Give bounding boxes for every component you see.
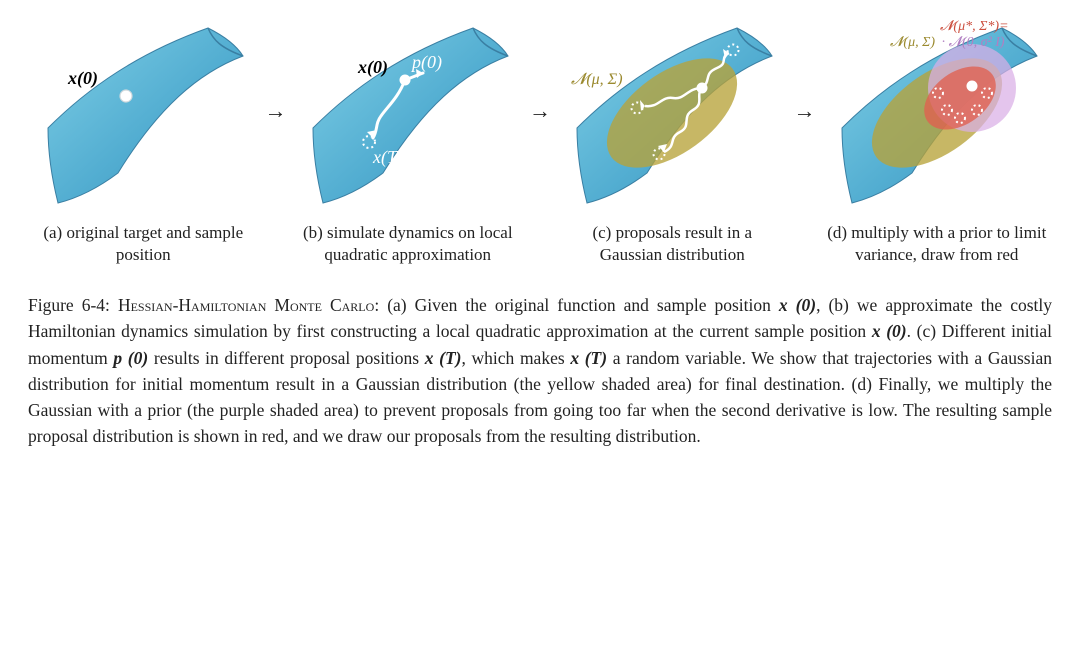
figure-caption: Figure 6-4: Hessian-Hamiltonian Monte Ca… [28, 292, 1052, 450]
label-d-top1: 𝓝(μ*, Σ*)= [940, 19, 1009, 34]
panel-a: x(0) (a) original target and sample posi… [28, 18, 259, 266]
label-gauss: 𝓝(μ, Σ) [571, 71, 623, 88]
cap-xTa: x (T) [425, 348, 462, 368]
sublabel-c: (c) proposals result in a Gaussian distr… [557, 222, 788, 266]
label-p0: p(0) [410, 52, 442, 73]
panel-a-svg: x(0) [38, 18, 248, 208]
figure-wrapper: x(0) (a) original target and sample posi… [0, 0, 1080, 450]
cap-1: : (a) Given the original function and sa… [374, 295, 779, 315]
label-xT: x(T) [372, 147, 403, 168]
cap-x0b: x (0) [872, 321, 907, 341]
arrow-1: → [259, 18, 293, 124]
cap-p0: p (0) [113, 348, 148, 368]
panel-b-svg: x(0) p(0) x(T) [303, 18, 513, 208]
label-x0: x(0) [67, 68, 98, 89]
method-name: Hessian-Hamiltonian Monte Carlo [118, 295, 374, 315]
panel-d-svg: 𝓝(μ*, Σ*)= 𝓝(μ, Σ) · 𝓝(0, σ² I) [832, 18, 1042, 208]
panel-c-svg: 𝓝(μ, Σ) [567, 18, 777, 208]
arrow-3: → [788, 18, 822, 124]
panel-d: 𝓝(μ*, Σ*)= 𝓝(μ, Σ) · 𝓝(0, σ² I) (d) mult… [822, 18, 1053, 266]
cap-4: results in different proposal positions [148, 348, 425, 368]
cap-5: , which makes [462, 348, 571, 368]
panel-b: x(0) p(0) x(T) (b) simulate dynamics on … [293, 18, 524, 266]
sublabel-b: (b) simulate dynamics on local quadratic… [293, 222, 524, 266]
panel-c: 𝓝(μ, Σ) (c) proposals result in a Gaussi… [557, 18, 788, 266]
cap-xTb: x (T) [570, 348, 607, 368]
label-d-top2: 𝓝(μ, Σ) · 𝓝(0, σ² I) [890, 35, 1005, 50]
label-x0b: x(0) [357, 57, 388, 78]
panel-row: x(0) (a) original target and sample posi… [28, 18, 1052, 266]
sublabel-d: (d) multiply with a prior to limit varia… [822, 222, 1053, 266]
sublabel-a: (a) original target and sample position [28, 222, 259, 266]
cap-x0a: x (0) [779, 295, 816, 315]
arrow-2: → [523, 18, 557, 124]
figure-label: Figure 6-4: [28, 295, 110, 315]
